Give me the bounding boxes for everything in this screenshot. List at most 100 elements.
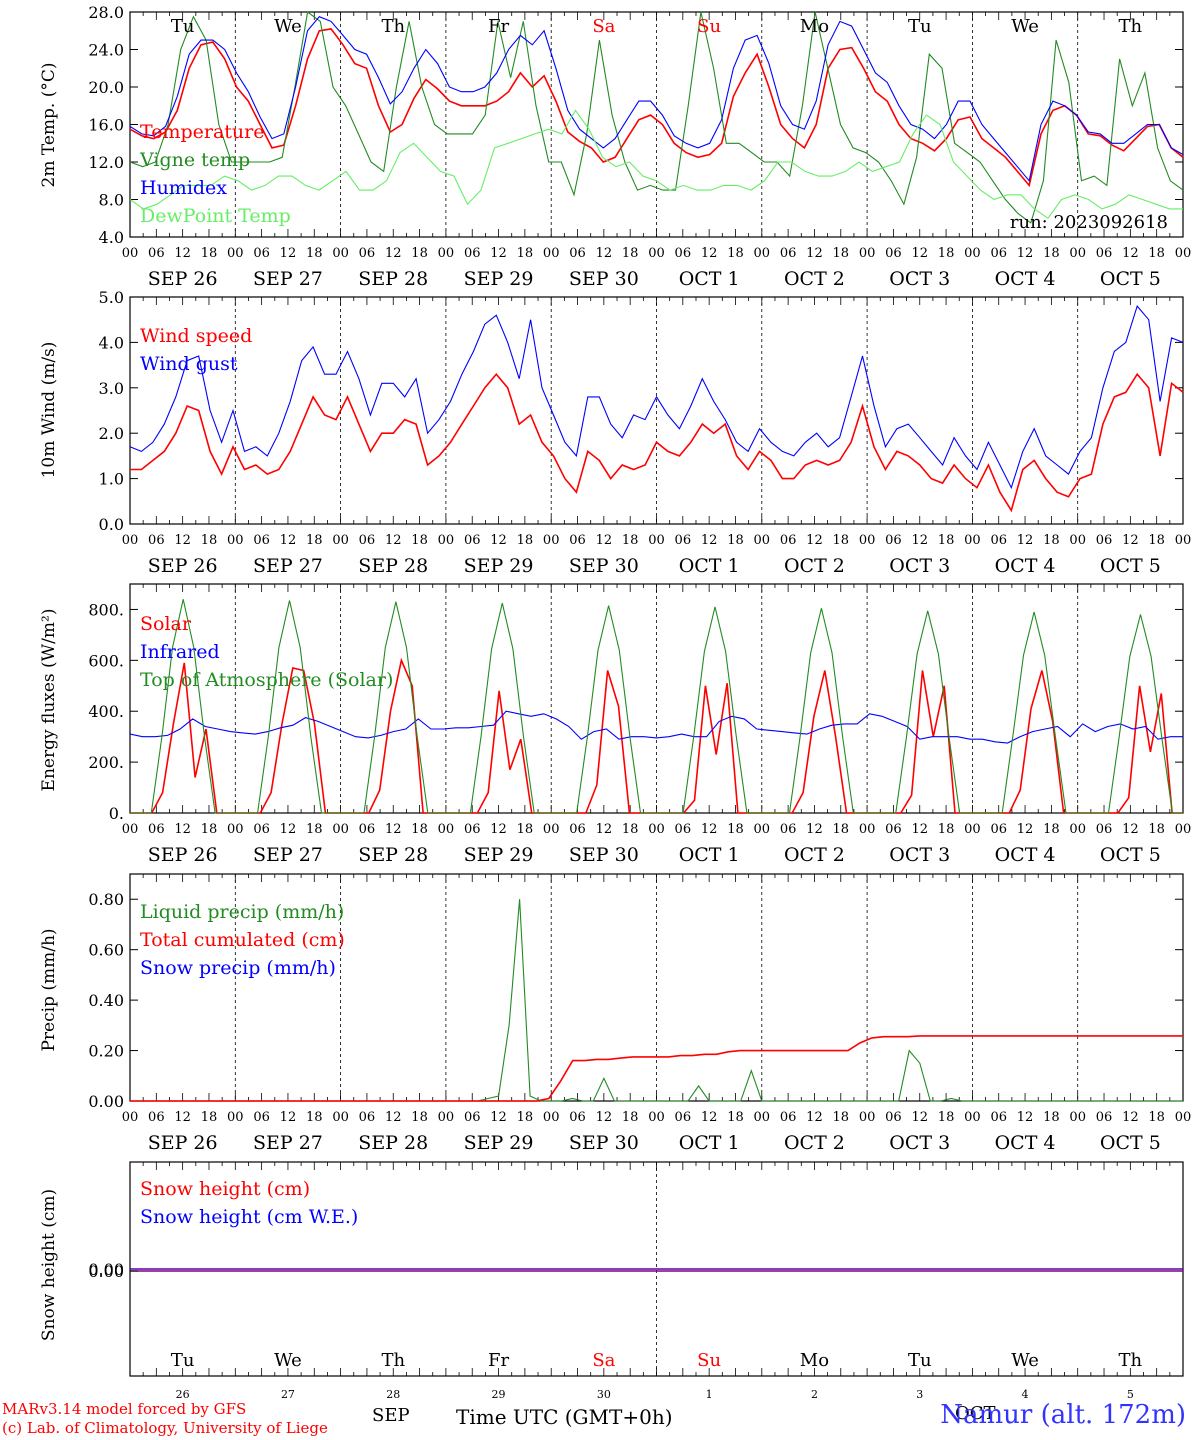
hour-label: 12 [1122,822,1139,837]
hour-label: 00 [543,1110,560,1125]
hour-label: 06 [148,822,165,837]
lab-credit: (c) Lab. of Climatology, University of L… [2,1419,328,1437]
hour-label: 00 [1175,1110,1192,1125]
hour-label: 06 [148,533,165,548]
y-axis-label: 10m Wind (m/s) [39,342,59,479]
date-label: OCT 4 [995,555,1056,577]
y-tick-label: 16.0 [88,116,124,135]
y-tick-label: 1.0 [99,470,124,489]
series-line-wind-gust [129,304,1184,490]
day-number: 5 [1127,1388,1134,1401]
hour-label: 00 [1175,246,1192,261]
hour-label: 00 [332,246,349,261]
day-name: Tu [171,1350,195,1371]
date-label: OCT 4 [995,1132,1056,1154]
hour-label: 00 [1175,822,1192,837]
hour-label: 12 [1122,246,1139,261]
legend-entry: Wind gust [140,353,238,375]
day-name: Tu [908,1350,932,1371]
day-name: Fr [488,1350,509,1371]
day-name: We [1011,1350,1039,1371]
date-label: SEP 28 [358,268,428,290]
y-tick-label: 0. [109,804,124,823]
hour-label: 06 [1096,533,1113,548]
hour-label: 06 [1096,1110,1113,1125]
date-label: OCT 2 [784,1132,845,1154]
hour-label: 18 [622,822,639,837]
y-tick-label: 4.0 [99,333,124,352]
hour-label: 00 [332,1110,349,1125]
hour-label: 06 [780,822,797,837]
date-label: SEP 27 [253,844,323,866]
hour-label: 12 [701,246,718,261]
hour-label: 00 [1069,246,1086,261]
hour-label: 00 [438,246,455,261]
legend-entry: Solar [140,613,192,635]
legend-entry: Infrared [140,641,220,663]
y-tick-label: 24.0 [88,41,124,60]
hour-label: 06 [780,246,797,261]
y-tick-label: 2.0 [99,424,124,443]
date-label: SEP 29 [464,844,534,866]
series-line-infrared [129,710,1183,744]
legend-entry: Snow height (cm) [140,1178,310,1200]
day-name: Th [1119,16,1143,37]
hour-label: 18 [833,1110,850,1125]
date-label: OCT 3 [889,844,950,866]
date-label: SEP 30 [569,1132,639,1154]
day-name: Su [697,16,721,37]
hour-label: 12 [490,246,507,261]
y-axis-label: Energy fluxes (W/m²) [39,609,59,792]
hour-label: 12 [1017,246,1034,261]
month-label-oct: OCT [955,1403,996,1424]
y-tick-label: 0.00 [88,1262,124,1281]
hour-label: 12 [385,1110,402,1125]
hour-label: 00 [754,822,771,837]
hour-label: 12 [701,1110,718,1125]
hour-label: 06 [1096,822,1113,837]
hour-label: 18 [411,533,428,548]
hour-label: 00 [543,822,560,837]
hour-label: 12 [1017,533,1034,548]
hour-label: 12 [911,822,928,837]
hour-label: 12 [174,533,191,548]
hour-label: 06 [885,246,902,261]
hour-label: 06 [990,1110,1007,1125]
hour-label: 06 [359,1110,376,1125]
hour-label: 06 [990,246,1007,261]
series-line-dewpoint-temp [129,109,1183,220]
y-tick-label: 400. [88,702,124,721]
date-label: OCT 1 [679,1132,740,1154]
hour-label: 06 [885,1110,902,1125]
hour-label: 06 [780,1110,797,1125]
date-label: OCT 1 [679,844,740,866]
date-label: SEP 29 [464,268,534,290]
panel-4: Precip (mm/h) 0.00 0.20 0.40 0.60 0.80 Liquid … [39,873,1192,1154]
series-line-temperature [129,28,1184,188]
hour-label: 06 [675,246,692,261]
y-tick-label: 0.00 [88,1092,124,1111]
series-line-total-cumulated-cm- [130,1035,1183,1102]
hour-label: 18 [727,1110,744,1125]
hour-label: 18 [833,822,850,837]
hour-label: 06 [569,1110,586,1125]
hour-label: 12 [701,822,718,837]
hour-label: 12 [596,533,613,548]
hour-label: 06 [359,246,376,261]
day-name: Su [697,1350,721,1371]
date-label: SEP 28 [358,555,428,577]
hour-label: 18 [1148,822,1165,837]
hour-label: 06 [359,533,376,548]
hour-label: 06 [675,822,692,837]
hour-label: 12 [385,246,402,261]
date-label: SEP 27 [253,1132,323,1154]
hour-label: 18 [938,1110,955,1125]
day-name: Th [1119,1350,1143,1371]
hour-label: 12 [806,246,823,261]
hour-label: 00 [859,533,876,548]
hour-label: 18 [517,822,534,837]
hour-label: 12 [490,822,507,837]
hour-label: 18 [1043,1110,1060,1125]
hour-label: 00 [438,1110,455,1125]
series-line-humidex [129,16,1184,183]
